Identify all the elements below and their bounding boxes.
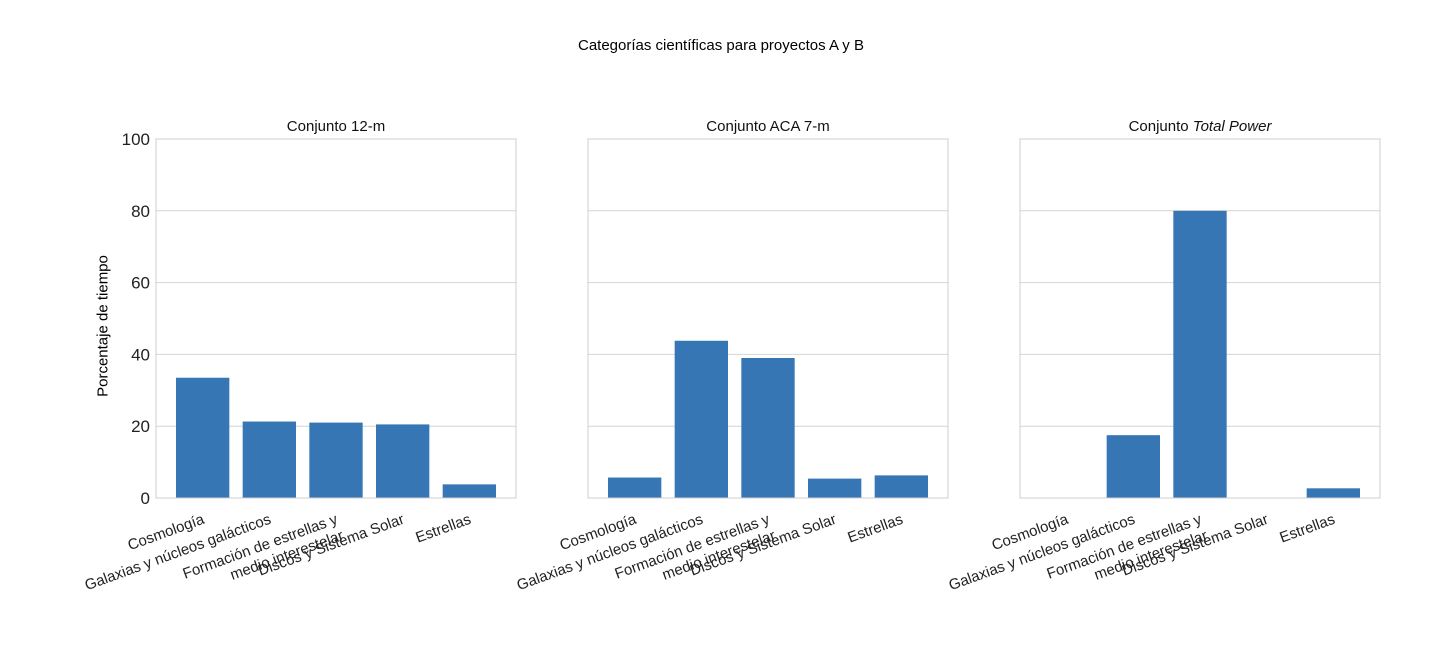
bar-1-3: [309, 422, 363, 498]
bar-1-1: [176, 377, 230, 498]
panel-title-text: Conjunto: [1129, 118, 1193, 135]
y-tick-label: 80: [131, 202, 150, 221]
panel-frame: [155, 138, 517, 499]
panel-frame: [587, 138, 949, 499]
y-tick-label: 20: [131, 417, 150, 436]
bar-3-5: [1306, 488, 1360, 498]
panel-title: Conjunto ACA 7-m: [706, 118, 829, 135]
panel-title: Conjunto Total Power: [1129, 118, 1273, 135]
bar-2-1: [608, 477, 662, 498]
bar-1-2: [242, 421, 296, 498]
y-tick-label: 0: [141, 489, 150, 508]
x-tick-label-line: Estrellas: [413, 511, 473, 547]
x-tick-label: Estrellas: [845, 511, 905, 547]
panel-title: Conjunto 12-m: [287, 118, 385, 135]
panel-title-text: Conjunto ACA 7-m: [706, 118, 829, 135]
bar-1-5: [442, 484, 496, 498]
bar-2-3: [741, 357, 795, 498]
x-tick-label-line: Estrellas: [845, 511, 905, 547]
y-tick-label: 60: [131, 274, 150, 293]
y-tick-label: 40: [131, 345, 150, 364]
bar-2-2: [674, 340, 728, 498]
bar-1-4: [376, 424, 430, 498]
panel-title-text: Conjunto 12-m: [287, 118, 385, 135]
chart-title: Categorías científicas para proyectos A …: [578, 37, 864, 54]
bar-2-5: [874, 475, 928, 498]
x-tick-label-line: Estrellas: [1277, 511, 1337, 547]
panel-title-italic: Total Power: [1193, 118, 1273, 135]
x-tick-label: Estrellas: [413, 511, 473, 547]
bar-2-4: [808, 478, 862, 498]
bar-3-3: [1173, 210, 1227, 499]
panel-frame: [1019, 138, 1381, 499]
x-tick-label: Estrellas: [1277, 511, 1337, 547]
bar-3-2: [1106, 435, 1160, 498]
y-tick-label: 100: [122, 130, 150, 149]
